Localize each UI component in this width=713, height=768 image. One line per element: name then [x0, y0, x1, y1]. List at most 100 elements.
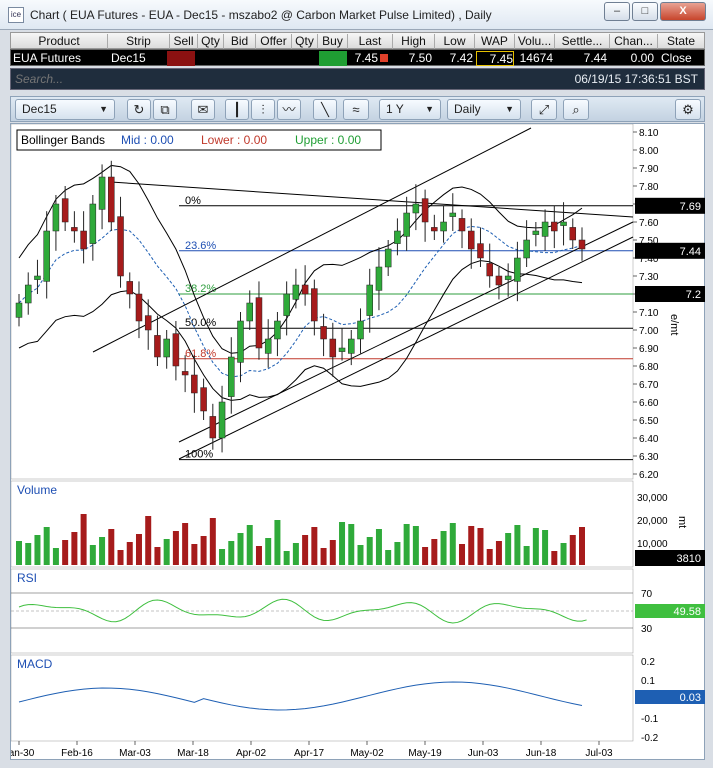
price-tick-label: 6.50 [639, 416, 659, 427]
volume-bar [274, 520, 281, 565]
candle-body [338, 347, 346, 352]
col-offer[interactable]: Offer [256, 34, 292, 49]
volume-bar [385, 550, 392, 565]
price-tick-label: 8.00 [639, 146, 659, 157]
candle-body [163, 338, 170, 358]
x-tick-label: May-19 [408, 748, 442, 759]
macd-last-marker [635, 690, 705, 704]
candle-body [348, 338, 355, 354]
col-qty-2[interactable]: Qty [292, 34, 318, 49]
bar-chart-type-icon[interactable]: ⫶ [251, 99, 275, 120]
col-qty[interactable]: Qty [198, 34, 224, 49]
rsi-panel: RSI 70 50 30 49.58 [10, 568, 705, 654]
trend-lines[interactable] [92, 127, 634, 460]
candle-body [274, 320, 281, 340]
volume-bar [283, 551, 290, 565]
volume-bar [182, 523, 189, 565]
minimize-button[interactable]: – [604, 2, 630, 21]
price-tick-label: 7.60 [639, 218, 659, 229]
interval-dropdown-value: Daily [454, 102, 481, 116]
volume-bar [486, 549, 493, 565]
col-low[interactable]: Low [435, 34, 475, 49]
candle-body [320, 326, 327, 340]
candle-body [126, 281, 134, 295]
legend-lower: Lower : 0.00 [201, 133, 267, 147]
volume-bar [71, 532, 78, 565]
rsi-tick: 70 [641, 589, 653, 600]
chevron-down-icon: ▼ [99, 104, 108, 114]
close-button[interactable]: X [660, 2, 706, 21]
candle-body [421, 198, 429, 223]
row-strip: Dec15 [111, 51, 146, 65]
last-down-tick-icon [380, 54, 388, 62]
col-state[interactable]: State [666, 34, 696, 48]
window-titlebar[interactable]: ice Chart ( EUA Futures - EUA - Dec15 - … [0, 0, 713, 30]
volume-bar [200, 536, 207, 565]
candle-body [375, 266, 383, 291]
volume-bar [126, 542, 133, 565]
col-volume[interactable]: Volu... [515, 34, 555, 49]
volume-bar [375, 529, 382, 565]
col-strip[interactable]: Strip [108, 34, 170, 49]
col-change[interactable]: Chan... [610, 34, 658, 49]
row-state: Close [661, 51, 692, 65]
col-last[interactable]: Last [348, 34, 393, 49]
chart-area[interactable]: 8.108.007.907.807.707.607.507.407.307.20… [4, 123, 706, 761]
legend-box [16, 129, 382, 151]
col-buy[interactable]: Buy [318, 34, 348, 49]
candle-body [80, 230, 87, 250]
chart-canvas[interactable]: 8.108.007.907.807.707.607.507.407.307.20… [4, 123, 706, 761]
fit-to-screen-icon[interactable]: ⤢ [531, 99, 557, 120]
candle-body [366, 284, 373, 316]
price-markers: 7.69 7.44 7.2 [635, 197, 705, 302]
price-tick-label: 7.40 [639, 254, 659, 265]
buy-cell[interactable] [319, 51, 347, 66]
candle-body [440, 221, 447, 232]
search-input[interactable] [15, 71, 315, 87]
indicators-icon[interactable]: ≈ [343, 99, 369, 120]
price-tick-label: 6.80 [639, 362, 659, 373]
candle-body [311, 288, 318, 322]
price-marker-label: 7.44 [680, 246, 701, 258]
search-bar: 06/19/15 17:36:51 BST [10, 68, 705, 90]
refresh-icon[interactable]: ↻ [127, 99, 151, 120]
gear-icon[interactable]: ⚙ [675, 99, 701, 120]
fibonacci-retracement[interactable]: 0%23.6%38.2%50.0%61.8%100% [179, 195, 633, 461]
volume-bar [80, 514, 87, 565]
candle-body [403, 212, 410, 237]
draw-line-icon[interactable]: ╲ [313, 99, 337, 120]
price-tick-label: 6.60 [639, 398, 659, 409]
envelope-icon[interactable]: ✉ [191, 99, 215, 120]
col-high[interactable]: High [393, 34, 435, 49]
col-product[interactable]: Product [11, 34, 108, 49]
candle-body [108, 176, 115, 223]
fib-label: 0% [185, 195, 201, 207]
zoom-icon[interactable]: ⌕ [563, 99, 589, 120]
col-sell[interactable]: Sell [170, 34, 198, 49]
candle-body [228, 356, 235, 397]
volume-bar [34, 535, 41, 565]
candle-body [523, 239, 530, 259]
x-tick-label: Jun-03 [468, 748, 499, 759]
copy-chart-icon[interactable]: ⧉ [153, 99, 177, 120]
col-wap[interactable]: WAP [475, 34, 515, 49]
fib-label: 100% [185, 449, 213, 461]
volume-bar [579, 527, 585, 565]
candlestick-icon[interactable]: ┃ [225, 99, 249, 120]
candlestick-series [15, 160, 586, 453]
col-bid[interactable]: Bid [224, 34, 256, 49]
interval-dropdown[interactable]: Daily ▼ [447, 99, 521, 120]
line-chart-icon[interactable]: 〰 [277, 99, 301, 120]
volume-bar [357, 545, 364, 565]
chevron-down-icon: ▼ [425, 104, 434, 114]
range-dropdown[interactable]: 1 Y ▼ [379, 99, 441, 120]
sell-cell[interactable] [167, 51, 195, 66]
candle-body [117, 216, 124, 277]
maximize-button[interactable]: □ [632, 2, 658, 21]
volume-bar [468, 526, 475, 565]
strip-dropdown[interactable]: Dec15 ▼ [15, 99, 115, 120]
col-settle[interactable]: Settle... [555, 34, 610, 49]
volume-bar [449, 523, 456, 565]
candle-body [71, 227, 78, 232]
market-grid-row[interactable]: EUA Futures Dec15 7.45 7.50 7.42 7.45 14… [10, 49, 705, 66]
